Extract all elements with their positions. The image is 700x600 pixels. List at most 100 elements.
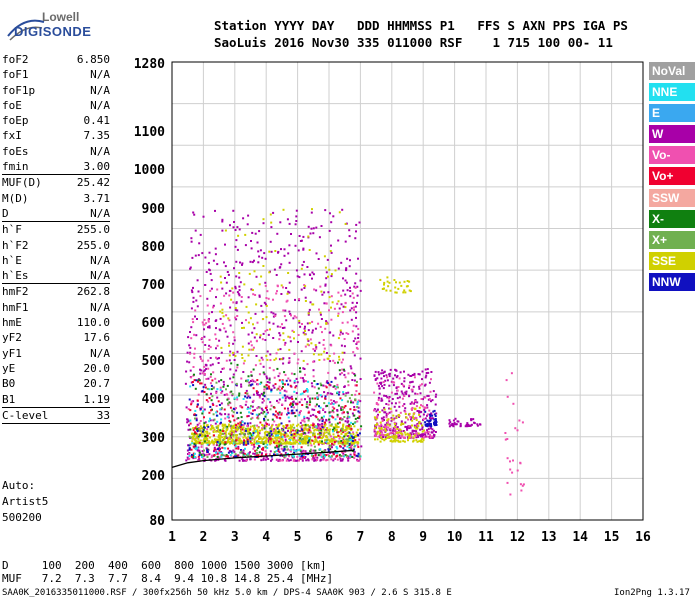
echo-point (356, 347, 359, 350)
echo-point (251, 405, 254, 408)
echo-point (509, 493, 512, 496)
echo-point (429, 419, 432, 422)
echo-point (406, 426, 409, 429)
echo-point (220, 418, 223, 421)
echo-point (268, 427, 271, 430)
echo-point (246, 415, 249, 418)
echo-point (379, 421, 382, 424)
echo-point (246, 392, 249, 395)
echo-point (301, 440, 304, 443)
echo-point (234, 245, 237, 248)
echo-point (287, 407, 289, 410)
echo-point (354, 435, 357, 438)
echo-point (217, 436, 220, 438)
echo-point (292, 441, 295, 444)
echo-point (302, 379, 305, 382)
echo-point (297, 341, 299, 343)
echo-point (240, 353, 243, 356)
echo-point (204, 430, 207, 433)
echo-point (331, 402, 333, 405)
echo-point (259, 421, 262, 424)
echo-point (307, 410, 310, 413)
x-tick-label: 2 (199, 530, 207, 545)
echo-point (312, 413, 315, 416)
echo-point (287, 272, 290, 274)
echo-point (265, 297, 268, 299)
echo-point (304, 296, 307, 299)
echo-point (222, 426, 225, 429)
echo-point (420, 410, 423, 413)
echo-point (270, 428, 273, 431)
echo-point (292, 455, 295, 458)
echo-point (196, 433, 199, 436)
echo-point (386, 379, 389, 382)
echo-point (353, 414, 356, 417)
echo-point (381, 420, 384, 422)
echo-point (355, 316, 357, 319)
echo-point (219, 432, 222, 435)
echo-point (266, 290, 269, 293)
echo-point (189, 436, 192, 439)
echo-point (308, 425, 311, 428)
echo-point (257, 435, 260, 438)
echo-point (228, 401, 231, 404)
echo-point (424, 435, 427, 438)
echo-point (206, 424, 209, 427)
echo-point (404, 291, 407, 294)
echo-point (285, 319, 288, 322)
echo-point (215, 319, 218, 322)
echo-point (293, 436, 296, 439)
echo-point (332, 443, 335, 446)
echo-point (512, 402, 515, 405)
echo-point (332, 334, 335, 337)
echo-point (328, 430, 331, 433)
echo-point (354, 421, 357, 424)
echo-point (225, 426, 228, 429)
echo-point (266, 446, 269, 449)
echo-point (354, 398, 357, 401)
echo-point (252, 447, 255, 450)
echo-point (433, 435, 436, 438)
echo-point (281, 381, 284, 384)
echo-point (198, 422, 201, 425)
echo-point (247, 342, 250, 345)
echo-point (350, 427, 353, 430)
echo-point (272, 413, 275, 416)
echo-point (241, 345, 244, 348)
param-value: 255.0 (76, 223, 110, 237)
echo-point (341, 408, 344, 411)
echo-point (265, 413, 268, 416)
echo-point (342, 305, 345, 308)
echo-point (403, 431, 406, 434)
echo-point (329, 444, 332, 447)
echo-point (258, 230, 261, 233)
echo-point (333, 407, 336, 410)
echo-point (288, 459, 291, 462)
echo-point (262, 457, 265, 460)
echo-point (324, 423, 327, 426)
divider (2, 283, 110, 285)
echo-point (264, 339, 267, 341)
echo-point (311, 397, 314, 400)
echo-point (235, 428, 237, 431)
echo-point (423, 436, 426, 438)
echo-point (394, 402, 397, 405)
echo-point (272, 312, 275, 315)
echo-point (353, 354, 356, 357)
echo-point (323, 347, 326, 350)
echo-point (435, 419, 437, 422)
echo-point (192, 211, 195, 214)
echo-point (233, 455, 236, 458)
param-key: foEp (2, 114, 29, 128)
echo-point (262, 448, 265, 451)
echo-point (226, 440, 229, 443)
echo-point (339, 429, 342, 432)
echo-point (284, 399, 287, 402)
echo-point (302, 429, 305, 432)
echo-point (411, 419, 414, 422)
echo-point (295, 269, 298, 272)
echo-point (293, 373, 296, 376)
echo-point (193, 373, 195, 376)
echo-point (293, 352, 296, 355)
echo-point (332, 453, 335, 456)
